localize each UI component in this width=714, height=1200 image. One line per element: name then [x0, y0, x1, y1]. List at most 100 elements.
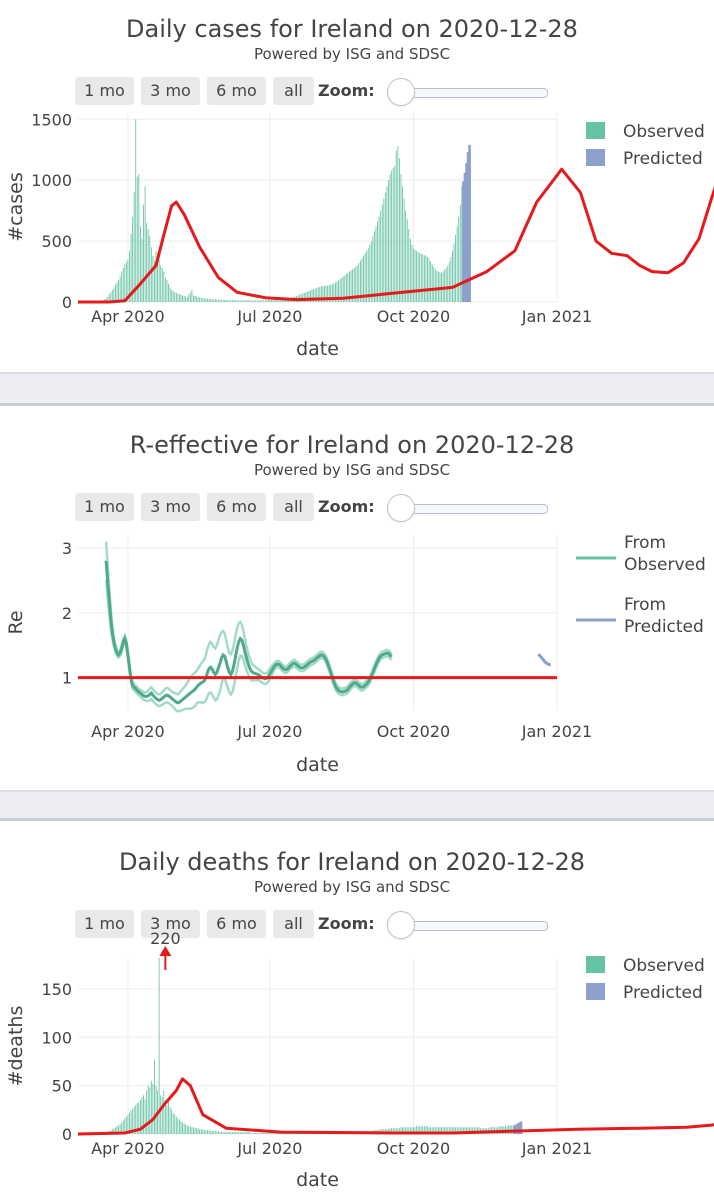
range-all-button[interactable]: all	[273, 493, 314, 521]
observed-bar	[250, 300, 252, 302]
observed-bar	[219, 1132, 221, 1134]
observed-bar	[405, 210, 407, 302]
observed-bar	[264, 300, 266, 302]
observed-bar	[338, 280, 339, 302]
observed-bar	[250, 1133, 252, 1134]
observed-bar	[154, 260, 155, 302]
range-3mo-button[interactable]: 3 mo	[141, 77, 200, 105]
observed-bar	[459, 1127, 461, 1134]
legend-label: Predicted	[623, 149, 703, 169]
observed-bar	[425, 255, 427, 302]
observed-bar	[221, 299, 222, 302]
observed-bar	[247, 300, 249, 302]
observed-bar	[164, 277, 166, 302]
predicted-bar	[462, 181, 465, 302]
observed-bar	[157, 253, 159, 302]
observed-bar	[508, 1125, 510, 1134]
observed-bar	[388, 180, 389, 302]
observed-bar	[374, 231, 375, 302]
observed-bar	[431, 1127, 433, 1134]
observed-bar	[191, 289, 193, 302]
observed-bar	[242, 1132, 244, 1134]
y-tick-label: 3	[62, 539, 72, 558]
range-3mo-button[interactable]: 3 mo	[141, 493, 200, 521]
observed-bar	[113, 1128, 115, 1134]
observed-bar	[225, 1132, 227, 1134]
range-6mo-button[interactable]: 6 mo	[207, 493, 266, 521]
observed-bar	[200, 1129, 202, 1134]
chart-subtitle: Powered by ISG and SDSC	[253, 45, 451, 63]
observed-bar	[168, 283, 169, 302]
observed-bar	[139, 226, 141, 302]
observed-bar	[135, 1104, 137, 1134]
observed-bar	[210, 299, 212, 302]
range-1mo-button[interactable]: 1 mo	[75, 493, 134, 521]
x-tick-label: Oct 2020	[377, 307, 450, 326]
observed-bar	[196, 1128, 198, 1134]
observed-bar	[347, 272, 349, 302]
observed-bar	[467, 1127, 469, 1134]
range-6mo-button[interactable]: 6 mo	[207, 77, 266, 105]
range-all-button[interactable]: all	[273, 910, 314, 938]
observed-bar	[136, 176, 138, 302]
observed-bar	[411, 244, 413, 302]
observed-bar	[397, 1128, 399, 1134]
observed-bar	[163, 271, 165, 302]
zoom-slider-knob[interactable]	[387, 78, 415, 106]
observed-bar	[258, 300, 260, 302]
observed-bar	[257, 300, 258, 302]
observed-bar	[439, 1127, 441, 1134]
observed-bar	[118, 280, 119, 302]
zoom-slider-knob[interactable]	[387, 494, 415, 522]
range-6mo-button[interactable]: 6 mo	[207, 910, 266, 938]
observed-bar	[272, 1133, 274, 1134]
deaths-panel: Daily deaths for Ireland on 2020-12-28 P…	[0, 825, 714, 1200]
observed-bar	[119, 276, 121, 302]
observed-bar	[353, 267, 355, 302]
observed-bar	[107, 296, 109, 302]
observed-bar	[242, 300, 244, 302]
chart-title: R-effective for Ireland on 2020-12-28	[129, 431, 575, 459]
annotation-arrow-head	[159, 946, 172, 956]
observed-bar	[283, 298, 285, 302]
observed-bar	[211, 299, 213, 302]
observed-bar	[146, 1090, 148, 1134]
observed-bar	[333, 283, 335, 302]
zoom-slider-knob[interactable]	[387, 911, 415, 939]
observed-bar	[356, 265, 358, 302]
observed-bar	[430, 261, 432, 302]
observed-bar	[448, 1127, 450, 1134]
observed-bar	[149, 1087, 151, 1134]
y-tick-label: 0	[62, 293, 72, 312]
observed-bar	[214, 1131, 216, 1134]
observed-bar	[436, 1127, 438, 1134]
range-1mo-button[interactable]: 1 mo	[75, 910, 134, 938]
observed-bar	[413, 248, 414, 302]
observed-bar	[267, 1133, 269, 1134]
observed-bar	[199, 1129, 201, 1134]
range-all-button[interactable]: all	[273, 77, 314, 105]
observed-bar	[118, 1125, 119, 1134]
observed-bar	[261, 1133, 263, 1134]
observed-bar	[413, 1127, 414, 1134]
observed-bar	[263, 300, 265, 302]
observed-bar	[203, 1130, 205, 1134]
observed-bar	[403, 198, 405, 302]
observed-bar	[168, 1102, 169, 1134]
predicted-bar	[516, 1123, 520, 1134]
observed-bar	[150, 247, 152, 302]
range-1mo-button[interactable]: 1 mo	[75, 77, 134, 105]
range-3mo-button[interactable]: 3 mo	[141, 910, 200, 938]
y-axis-title: Re	[5, 610, 27, 634]
observed-bar	[434, 269, 436, 302]
observed-bar	[511, 1125, 513, 1134]
observed-bar	[428, 258, 430, 302]
observed-bar	[241, 1132, 243, 1134]
observed-bar	[113, 287, 115, 302]
observed-bar	[342, 276, 344, 302]
x-tick-label: Jan 2021	[521, 1139, 592, 1158]
observed-bar	[213, 299, 215, 302]
observed-bar	[241, 300, 243, 302]
observed-bar	[141, 238, 143, 302]
observed-bar	[207, 1130, 208, 1134]
